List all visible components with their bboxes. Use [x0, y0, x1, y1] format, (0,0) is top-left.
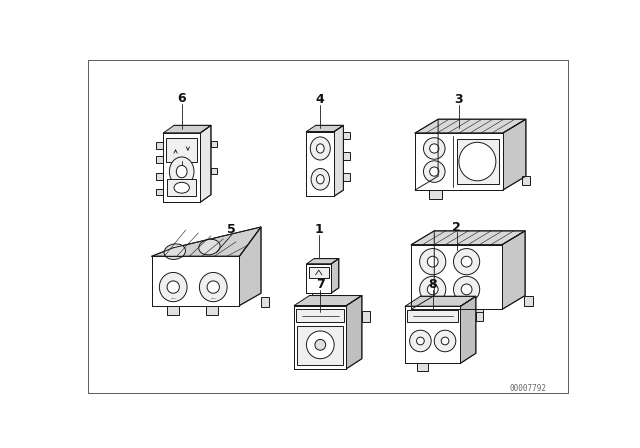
Ellipse shape: [311, 168, 330, 190]
Polygon shape: [296, 310, 344, 323]
Text: 3: 3: [454, 94, 463, 107]
Ellipse shape: [174, 182, 189, 193]
Polygon shape: [362, 311, 369, 322]
Polygon shape: [152, 227, 261, 256]
Ellipse shape: [176, 165, 187, 178]
Polygon shape: [344, 173, 349, 181]
Polygon shape: [307, 125, 344, 132]
Polygon shape: [163, 133, 200, 202]
Ellipse shape: [428, 284, 438, 295]
Ellipse shape: [420, 276, 446, 302]
Polygon shape: [156, 189, 163, 195]
Ellipse shape: [424, 161, 445, 182]
Text: 8: 8: [428, 278, 437, 291]
Ellipse shape: [316, 175, 324, 184]
Polygon shape: [456, 139, 499, 184]
Polygon shape: [156, 156, 163, 163]
Polygon shape: [294, 296, 362, 306]
Polygon shape: [167, 306, 179, 315]
Polygon shape: [346, 296, 362, 369]
Text: 1: 1: [314, 223, 323, 236]
Polygon shape: [405, 306, 460, 363]
Polygon shape: [344, 132, 349, 139]
Ellipse shape: [429, 167, 439, 176]
Ellipse shape: [198, 239, 220, 255]
Polygon shape: [211, 168, 217, 174]
Ellipse shape: [207, 281, 220, 293]
Ellipse shape: [315, 340, 326, 350]
Ellipse shape: [461, 284, 472, 295]
Text: 5: 5: [227, 223, 236, 236]
Polygon shape: [156, 173, 163, 180]
Ellipse shape: [310, 137, 330, 160]
Polygon shape: [211, 141, 217, 147]
Ellipse shape: [159, 272, 187, 302]
Polygon shape: [405, 296, 476, 306]
Polygon shape: [407, 310, 458, 322]
Polygon shape: [312, 293, 320, 301]
Ellipse shape: [307, 331, 334, 359]
Polygon shape: [411, 245, 502, 310]
Text: 6: 6: [177, 92, 186, 105]
Polygon shape: [460, 296, 476, 363]
Polygon shape: [502, 231, 525, 310]
Ellipse shape: [461, 256, 472, 267]
Text: 4: 4: [316, 94, 324, 107]
Text: ___: ___: [210, 296, 216, 300]
Polygon shape: [429, 190, 442, 199]
Polygon shape: [294, 306, 346, 369]
Polygon shape: [261, 297, 269, 307]
Text: ___: ___: [170, 296, 177, 300]
Polygon shape: [415, 133, 503, 190]
Text: 7: 7: [316, 278, 324, 291]
Ellipse shape: [167, 281, 179, 293]
Polygon shape: [411, 231, 525, 245]
Polygon shape: [167, 179, 196, 196]
Ellipse shape: [454, 249, 480, 275]
Polygon shape: [417, 363, 428, 371]
Polygon shape: [524, 296, 533, 306]
Polygon shape: [200, 125, 211, 202]
Ellipse shape: [200, 272, 227, 302]
Polygon shape: [307, 132, 334, 196]
Ellipse shape: [424, 138, 445, 159]
Polygon shape: [152, 256, 239, 306]
Ellipse shape: [410, 330, 431, 352]
Polygon shape: [239, 227, 261, 306]
Polygon shape: [297, 326, 344, 365]
Polygon shape: [469, 310, 483, 319]
Ellipse shape: [316, 144, 324, 153]
Ellipse shape: [420, 249, 446, 275]
Polygon shape: [163, 125, 211, 133]
Ellipse shape: [454, 276, 480, 302]
Polygon shape: [156, 142, 163, 149]
Polygon shape: [205, 306, 218, 315]
Polygon shape: [308, 267, 329, 278]
Ellipse shape: [459, 142, 496, 181]
Ellipse shape: [417, 337, 424, 345]
Ellipse shape: [429, 144, 439, 153]
Polygon shape: [476, 312, 483, 321]
Polygon shape: [522, 176, 530, 185]
Polygon shape: [307, 258, 339, 264]
Polygon shape: [331, 258, 339, 293]
Polygon shape: [503, 119, 526, 190]
Text: 00007792: 00007792: [509, 384, 547, 393]
Ellipse shape: [164, 244, 186, 259]
Ellipse shape: [170, 157, 194, 186]
Polygon shape: [307, 264, 331, 293]
Ellipse shape: [435, 330, 456, 352]
Text: 2: 2: [452, 220, 461, 233]
Polygon shape: [334, 125, 344, 196]
Ellipse shape: [441, 337, 449, 345]
Polygon shape: [166, 138, 197, 162]
Polygon shape: [415, 119, 526, 133]
Ellipse shape: [428, 256, 438, 267]
Polygon shape: [427, 310, 440, 319]
Polygon shape: [344, 152, 349, 160]
